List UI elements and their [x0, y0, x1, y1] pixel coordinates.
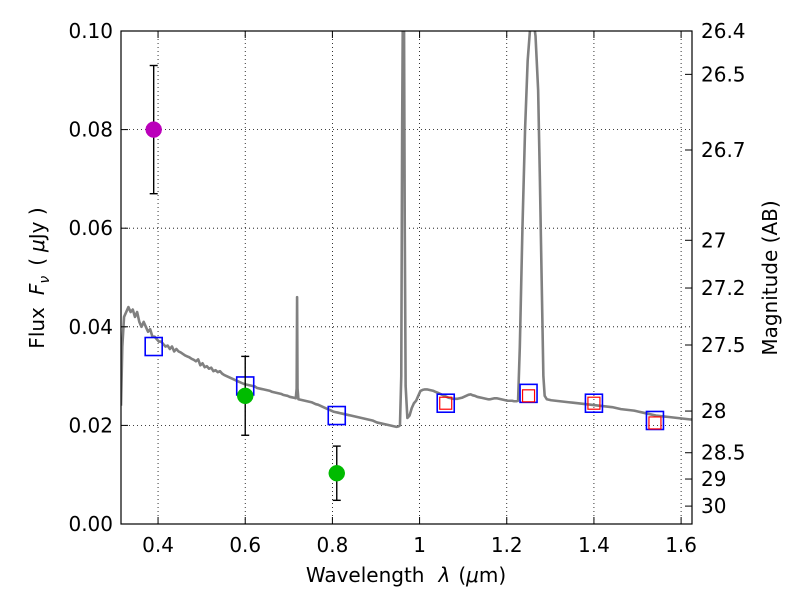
y2-tick-label: 26.4 — [701, 19, 746, 43]
y2-tick-label: 28.5 — [701, 441, 746, 465]
sed-line — [121, 31, 692, 429]
x-tick-label: 1 — [413, 533, 426, 557]
grid-lines — [121, 31, 692, 524]
y2-tick-label: 26.5 — [701, 62, 746, 86]
y-tick-label: 0.02 — [68, 413, 113, 437]
x-tick-label: 0.6 — [229, 533, 261, 557]
y-axis-right: 26.4 26.5 26.7 27 27.2 27.5 28 28.529 30 — [685, 19, 746, 518]
x-tick-label: 1.2 — [491, 533, 523, 557]
ir-photometry-marker — [648, 416, 662, 430]
y2-axis-label: Magnitude (AB) — [758, 200, 782, 355]
data-point — [145, 121, 162, 138]
x-axis-label: Wavelength λ (μm) — [306, 563, 506, 587]
y2-tick-label: 27.2 — [701, 276, 746, 300]
y2-tick-label: 27.5 — [701, 333, 746, 357]
model-photometry-marker — [144, 336, 163, 357]
y-axis-left: 0.00 0.02 0.04 0.06 0.08 0.10 — [68, 19, 128, 536]
x-tick-label: 1.6 — [665, 533, 697, 557]
y-tick-label: 0.06 — [68, 216, 113, 240]
model-photometry-marker — [327, 405, 347, 426]
y2-tick-label: 29 — [701, 467, 726, 491]
y-axis-label: FluxFν(μJy ) — [25, 207, 53, 348]
model-photometry-marker — [584, 393, 604, 414]
x-tick-label: 1.4 — [578, 533, 610, 557]
x-axis: 0.4 0.6 0.8 1 1.2 1.4 1.6 — [142, 31, 697, 557]
ir-photometry-marker — [439, 396, 453, 410]
y2-tick-label: 27 — [701, 228, 726, 252]
y-tick-label: 0.10 — [68, 19, 113, 43]
plot-area — [121, 31, 692, 502]
plot-frame — [120, 30, 693, 525]
ir-photometry-marker — [521, 389, 536, 403]
data-point — [236, 387, 254, 405]
ir-photometry-marker — [587, 396, 601, 410]
y2-tick-label: 28 — [701, 399, 726, 423]
y2-tick-label: 30 — [701, 494, 726, 518]
y-tick-label: 0.04 — [68, 315, 113, 339]
y-tick-label: 0.08 — [68, 118, 113, 142]
model-photometry-marker — [436, 393, 456, 414]
data-point — [328, 464, 346, 482]
y-tick-label: 0.00 — [68, 512, 113, 536]
x-tick-label: 0.8 — [316, 533, 348, 557]
x-tick-label: 0.4 — [142, 533, 174, 557]
y2-tick-label: 26.7 — [701, 138, 746, 162]
